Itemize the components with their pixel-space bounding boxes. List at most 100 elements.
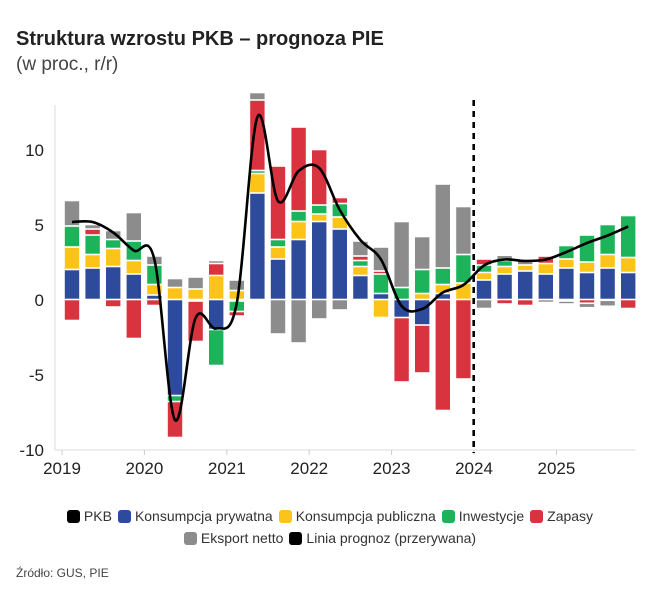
bar-konsumpcja-publiczna — [105, 248, 121, 267]
bar-zapasy — [126, 299, 142, 339]
bar-konsumpcja-prywatna — [290, 239, 307, 300]
x-tick-label: 2023 — [373, 459, 411, 478]
bar-eksport-netto — [64, 200, 80, 226]
bar-zapasy — [208, 263, 224, 276]
bar-zapasy — [373, 271, 389, 274]
bar-konsumpcja-publiczna — [187, 289, 204, 300]
bar-eksport-netto — [187, 277, 204, 289]
legend-item: Linia prognoz (przerywana) — [289, 527, 476, 549]
legend-label: Linia prognoz (przerywana) — [306, 530, 477, 546]
legend-label: Zapasy — [547, 508, 594, 524]
bar-konsumpcja-prywatna — [64, 269, 80, 300]
legend-item: Zapasy — [530, 505, 593, 527]
bar-konsumpcja-publiczna — [517, 265, 534, 271]
bar-eksport-netto — [599, 300, 616, 307]
bar-zapasy — [393, 317, 410, 382]
bar-eksport-netto — [167, 278, 183, 288]
bar-zapasy — [290, 127, 307, 211]
bar-konsumpcja-prywatna — [311, 221, 328, 300]
bar-konsumpcja-prywatna — [517, 271, 534, 300]
bar-konsumpcja-publiczna — [496, 266, 513, 274]
bar-zapasy — [496, 299, 513, 304]
bar-konsumpcja-prywatna — [496, 274, 513, 300]
bar-eksport-netto — [311, 299, 328, 319]
bar-zapasy — [455, 299, 472, 379]
bar-konsumpcja-publiczna — [620, 257, 637, 273]
legend-label: Konsumpcja publiczna — [295, 508, 436, 524]
bar-eksport-netto — [249, 92, 266, 100]
bar-konsumpcja-publiczna — [579, 262, 595, 273]
bar-konsumpcja-prywatna — [126, 274, 142, 300]
bar-zapasy — [517, 299, 534, 306]
legend-swatch — [441, 510, 455, 523]
bar-inwestycje — [311, 205, 328, 214]
bar-konsumpcja-prywatna — [393, 299, 410, 318]
bar-eksport-netto — [270, 299, 286, 334]
y-tick-label: 0 — [35, 291, 44, 310]
bar-inwestycje — [496, 260, 513, 267]
bar-konsumpcja-publiczna — [537, 263, 554, 274]
bar-inwestycje — [373, 274, 389, 294]
bar-konsumpcja-prywatna — [84, 268, 101, 300]
bar-konsumpcja-publiczna — [146, 284, 163, 295]
bar-konsumpcja-publiczna — [373, 299, 389, 318]
bar-inwestycje — [270, 239, 286, 247]
legend-label: Eksport netto — [200, 530, 284, 546]
legend-label: PKB — [83, 508, 112, 524]
bar-konsumpcja-publiczna — [290, 221, 307, 240]
bar-inwestycje — [64, 226, 80, 247]
bar-zapasy — [579, 299, 595, 304]
bar-eksport-netto — [620, 308, 637, 310]
bar-zapasy — [146, 299, 163, 306]
y-tick-label: 5 — [35, 216, 44, 235]
bar-inwestycje — [599, 224, 616, 255]
chart-subtitle: (w proc., r/r) — [16, 54, 119, 75]
bar-inwestycje — [414, 269, 431, 294]
bar-eksport-netto — [558, 301, 575, 304]
bar-konsumpcja-prywatna — [476, 280, 492, 300]
bar-zapasy — [599, 299, 616, 301]
bar-konsumpcja-publiczna — [558, 259, 575, 268]
bar-konsumpcja-prywatna — [146, 295, 163, 300]
bar-konsumpcja-prywatna — [331, 229, 348, 300]
x-tick-label: 2020 — [125, 459, 163, 478]
legend-label: Inwestycje — [458, 508, 525, 524]
bar-inwestycje — [455, 254, 472, 283]
bar-konsumpcja-publiczna — [414, 293, 431, 300]
bar-konsumpcja-prywatna — [105, 266, 121, 300]
bar-zapasy — [311, 149, 328, 205]
bar-konsumpcja-publiczna — [476, 272, 492, 280]
bar-konsumpcja-publiczna — [599, 254, 616, 268]
bar-konsumpcja-prywatna — [187, 299, 204, 301]
bar-inwestycje — [620, 215, 637, 258]
bar-inwestycje — [249, 170, 266, 174]
bar-inwestycje — [84, 235, 101, 255]
legend-swatch — [278, 510, 292, 523]
bar-eksport-netto — [393, 221, 410, 288]
bar-konsumpcja-prywatna — [352, 275, 369, 300]
bar-konsumpcja-prywatna — [558, 268, 575, 300]
legend-swatch — [66, 510, 80, 523]
bar-inwestycje — [434, 268, 451, 285]
bar-konsumpcja-prywatna — [270, 259, 286, 300]
gdp-line — [71, 113, 629, 422]
bar-konsumpcja-prywatna — [537, 274, 554, 300]
bar-eksport-netto — [537, 299, 554, 303]
y-tick-label: -5 — [29, 366, 44, 385]
bar-zapasy — [620, 299, 637, 309]
legend-swatch — [289, 532, 303, 545]
bar-inwestycje — [290, 211, 307, 222]
bar-zapasy — [352, 256, 369, 261]
bar-zapasy — [84, 229, 101, 235]
y-tick-label: -10 — [19, 441, 44, 460]
bar-zapasy — [229, 311, 245, 316]
bar-zapasy — [558, 299, 575, 301]
bar-konsumpcja-prywatna — [579, 272, 595, 300]
bar-eksport-netto — [434, 184, 451, 268]
legend-item: Konsumpcja publiczna — [278, 505, 436, 527]
bar-inwestycje — [352, 260, 369, 267]
legend-item: Inwestycje — [441, 505, 525, 527]
bar-konsumpcja-publiczna — [249, 173, 266, 193]
bar-eksport-netto — [84, 224, 101, 229]
